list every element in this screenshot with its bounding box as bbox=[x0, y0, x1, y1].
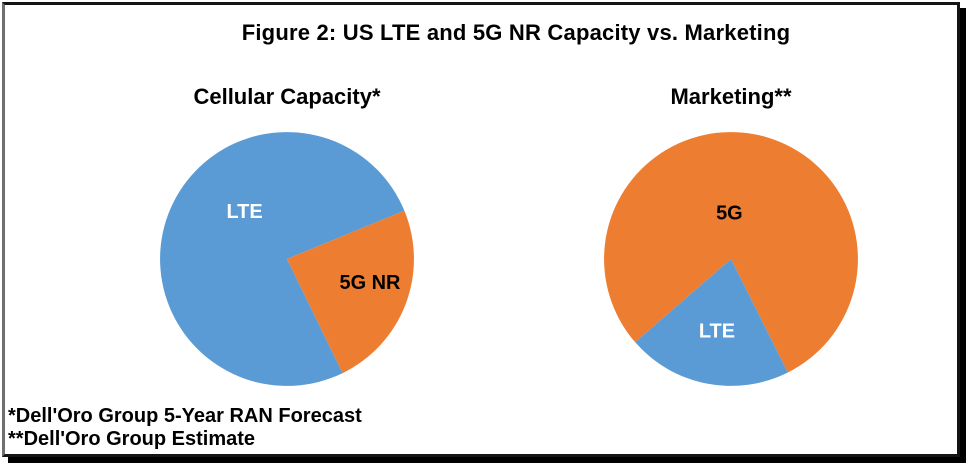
pie-slice-lte bbox=[160, 132, 405, 386]
pie-slice-label-5g: 5G bbox=[716, 202, 743, 224]
marketing-chart: Marketing** 5G LTE bbox=[595, 84, 867, 395]
footnote-marketing: **Dell'Oro Group Estimate bbox=[8, 428, 256, 450]
capacity-chart: Cellular Capacity* LTE 5G NR bbox=[151, 84, 423, 395]
pie-slice-label-lte: LTE bbox=[226, 201, 262, 223]
figure-title: Figure 2: US LTE and 5G NR Capacity vs. … bbox=[241, 20, 791, 45]
pie-slice-lte bbox=[635, 259, 788, 386]
figure-frame: Figure 2: US LTE and 5G NR Capacity vs. … bbox=[2, 2, 960, 457]
marketing-chart-title: Marketing** bbox=[670, 84, 792, 109]
capacity-chart-title: Cellular Capacity* bbox=[193, 84, 381, 109]
pie-slice-5g-nr bbox=[287, 210, 414, 374]
pie-slice-5g bbox=[604, 132, 858, 373]
pie-slice-label-5g-nr: 5G NR bbox=[339, 272, 400, 294]
pie-slice-label-lte: LTE bbox=[699, 320, 735, 342]
marketing-pie-chart: 5G LTE bbox=[604, 132, 858, 386]
footnote-capacity: *Dell'Oro Group 5-Year RAN Forecast bbox=[8, 405, 362, 427]
footnotes: *Dell'Oro Group 5-Year RAN Forecast **De… bbox=[8, 405, 362, 451]
capacity-pie-chart: LTE 5G NR bbox=[160, 132, 414, 386]
